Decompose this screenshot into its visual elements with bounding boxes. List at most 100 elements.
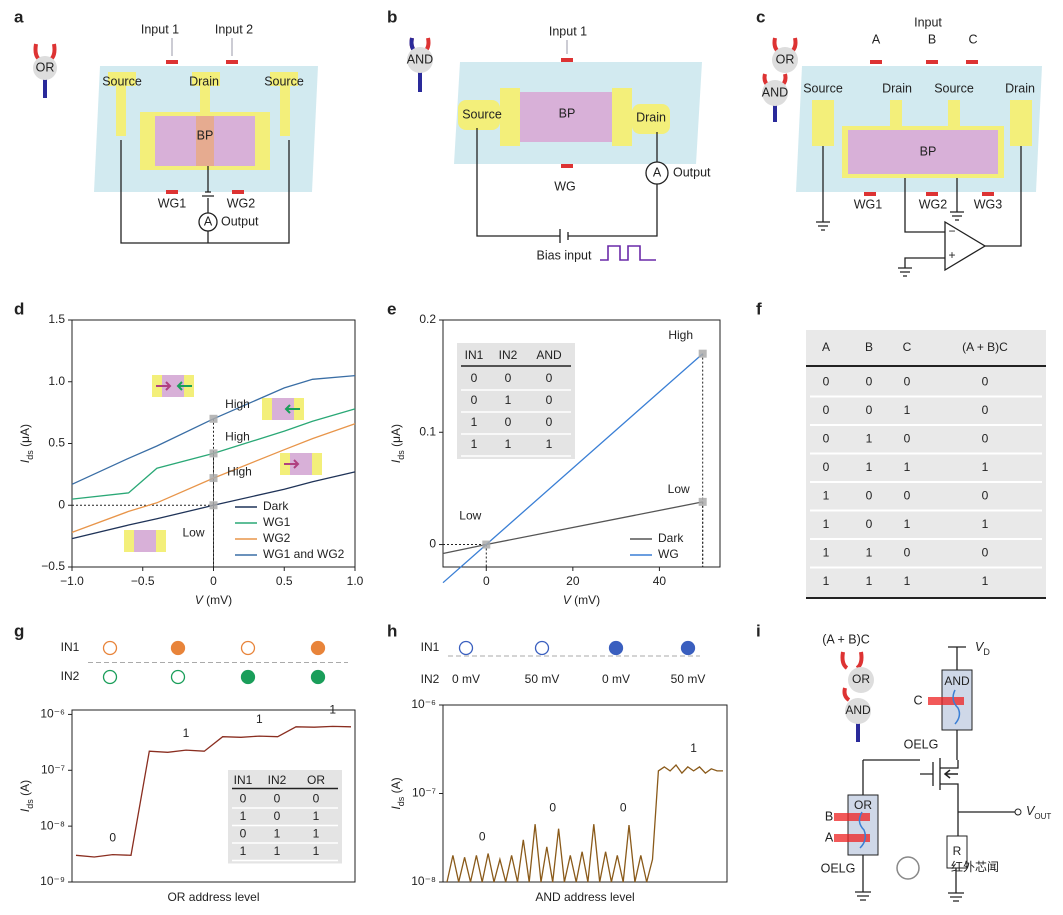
- y-tick-label: 0.5: [48, 436, 65, 450]
- y-tick-label: 1.5: [48, 312, 65, 326]
- table-cell: 1: [866, 574, 873, 588]
- input-label: Input: [914, 15, 942, 29]
- y-tick-label: 0: [58, 497, 65, 511]
- table-cell: 1: [982, 574, 989, 588]
- annotation-marker: [698, 349, 707, 358]
- gate-electrode-label: WG3: [974, 197, 1003, 211]
- gate-label: AND: [762, 85, 788, 99]
- input-state: [310, 640, 326, 656]
- y-tick-label: 10⁻⁶: [411, 697, 436, 711]
- axis-label-part: (μA): [18, 424, 32, 450]
- gate-electrode-label: WG1: [158, 196, 187, 210]
- electrode-label: Drain: [189, 74, 219, 88]
- input-state: [240, 640, 256, 656]
- table-header: IN2: [499, 348, 518, 362]
- gate-electrode-label: WG2: [919, 197, 948, 211]
- plot-frame: [442, 319, 721, 568]
- table-header: C: [903, 340, 912, 354]
- meter-label: A: [204, 214, 213, 228]
- axis-label: V (mV): [195, 593, 232, 607]
- input-state: [458, 640, 474, 656]
- output-label: VOUT: [1026, 804, 1051, 820]
- supply-subscript: D: [983, 647, 990, 657]
- x-tick-label: −0.5: [131, 574, 155, 588]
- legend-label: WG2: [263, 531, 291, 545]
- panel-label: g: [14, 621, 24, 640]
- table-cell: 0: [546, 393, 553, 407]
- table-cell: 0: [823, 431, 830, 445]
- input-label: IN2: [61, 669, 80, 683]
- input-label: IN1: [61, 640, 80, 654]
- table-cell: 0: [866, 374, 873, 388]
- table-cell: 0: [866, 517, 873, 531]
- axis-label-part: ds: [396, 450, 406, 460]
- series-line: [446, 764, 723, 883]
- device-icons: [124, 375, 322, 552]
- annotation: High: [227, 464, 252, 478]
- axis-label-part: ds: [25, 799, 35, 809]
- gate-label: OR: [36, 60, 55, 74]
- axis-label-part: V: [563, 593, 572, 607]
- x-tick-label: 40: [653, 574, 667, 588]
- gate-label: OR: [776, 52, 795, 66]
- series-line: [75, 725, 352, 858]
- table-cell: 0: [904, 545, 911, 559]
- table-cell: 0: [904, 431, 911, 445]
- annotation: Low: [459, 509, 481, 523]
- state-label: 1: [329, 703, 336, 717]
- electrode-label: Drain: [882, 81, 912, 95]
- table-header: IN1: [465, 348, 484, 362]
- axis-label-part: ds: [396, 796, 406, 806]
- table-cell: 0: [823, 374, 830, 388]
- table-cell: 0: [904, 374, 911, 388]
- x-axis-label: AND address level: [535, 890, 634, 904]
- opamp-sign: +: [948, 248, 955, 262]
- y-tick-label: 10⁻⁷: [41, 762, 65, 776]
- x-tick-label: 1.0: [347, 574, 364, 588]
- axis-label: Ids (μA): [18, 424, 35, 463]
- x-tick-label: 0: [210, 574, 217, 588]
- electrode-label: Source: [803, 81, 843, 95]
- table-background: [457, 343, 575, 459]
- panel-label: b: [387, 7, 397, 26]
- table-cell: 1: [982, 517, 989, 531]
- input-state: [170, 640, 186, 656]
- panel-label: h: [387, 621, 397, 640]
- annotation: High: [225, 430, 250, 444]
- y-tick-label: 10⁻⁷: [412, 786, 436, 800]
- panel-label: i: [756, 621, 761, 640]
- table-cell: 1: [904, 460, 911, 474]
- input-state: [310, 669, 326, 685]
- plot-frame: [442, 704, 728, 883]
- table-cell: 1: [274, 826, 281, 840]
- table-cell: 0: [240, 791, 247, 805]
- table-cell: 0: [982, 403, 989, 417]
- input-label: C: [968, 32, 977, 46]
- table-cell: 1: [823, 488, 830, 502]
- table-cell: 1: [904, 517, 911, 531]
- gate-electrode-label: WG1: [854, 197, 883, 211]
- output-symbol: V: [1026, 804, 1036, 818]
- legend-label: Dark: [658, 531, 684, 545]
- table-cell: 0: [866, 488, 873, 502]
- gate-label: AND: [407, 52, 433, 66]
- supply-label: VD: [975, 640, 990, 657]
- input-state: [680, 640, 696, 656]
- table-cell: 1: [866, 431, 873, 445]
- gate-label: OR: [852, 672, 870, 686]
- axis-label: V (mV): [563, 593, 600, 607]
- y-tick-label: 1.0: [48, 374, 65, 388]
- state-label: 1: [690, 741, 697, 755]
- annotation: High: [668, 328, 693, 342]
- state-label: 0: [549, 800, 556, 814]
- annotation: Low: [668, 482, 690, 496]
- plot-frame: [71, 709, 356, 883]
- table-cell: 0: [866, 403, 873, 417]
- axis-label-part: (mV): [571, 593, 600, 607]
- table-header: A: [822, 340, 830, 354]
- axis-label-part: (μA): [389, 424, 403, 450]
- electrode-label: Drain: [636, 110, 666, 124]
- input-value: 50 mV: [525, 672, 560, 686]
- legend-label: WG1: [263, 515, 291, 529]
- output-label: Output: [673, 165, 711, 179]
